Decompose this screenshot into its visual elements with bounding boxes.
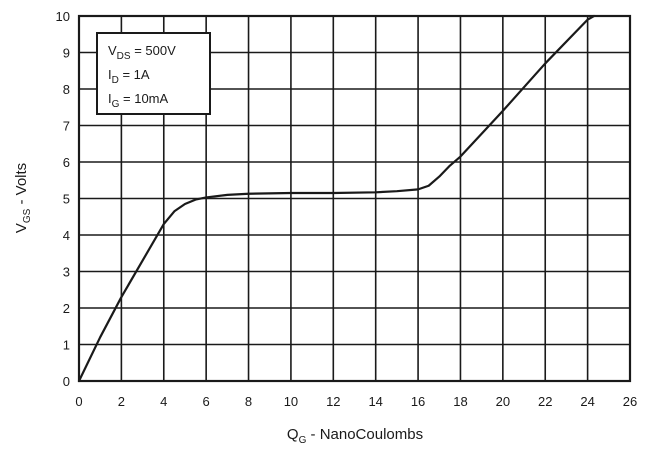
x-axis-title-main: Q	[287, 426, 299, 443]
x-tick-label-7: 14	[368, 394, 382, 409]
y-tick-label-9: 9	[63, 46, 70, 61]
x-tick-label-0: 0	[75, 394, 82, 409]
plot-frame	[77, 14, 632, 383]
x-tick-label-11: 22	[538, 394, 552, 409]
x-axis-title: QG - NanoCoulombs	[287, 426, 423, 446]
y-tick-label-8: 8	[63, 82, 70, 97]
legend-entry-2-sub: G	[112, 99, 120, 110]
grid	[79, 16, 630, 381]
legend-entry-0-main: V	[108, 43, 117, 58]
y-axis-title-rest: - Volts	[13, 163, 30, 209]
y-tick-label-5: 5	[63, 192, 70, 207]
y-tick-label-7: 7	[63, 119, 70, 134]
legend-entry-2: IG = 10mA	[108, 91, 169, 110]
y-tick-label-4: 4	[63, 228, 70, 243]
y-axis-title: VGS - Volts	[13, 163, 33, 233]
legend-entry-0: VDS = 500V	[108, 43, 176, 62]
x-axis-ticks: 0 2 4 6 8 10 12 14 16 18 20 22 24 26	[75, 394, 637, 409]
x-tick-label-9: 18	[453, 394, 467, 409]
legend-entry-1-sub: D	[112, 75, 119, 86]
legend-entry-1-main: I	[108, 67, 112, 82]
x-tick-label-10: 20	[496, 394, 510, 409]
legend-entry-0-sub: DS	[117, 51, 131, 62]
x-axis-title-sub: G	[299, 435, 307, 446]
legend-entry-1-rest: = 1A	[119, 67, 150, 82]
y-tick-label-3: 3	[63, 265, 70, 280]
y-tick-label-1: 1	[63, 338, 70, 353]
series-line-vgs	[77, 14, 596, 383]
x-tick-label-2: 4	[160, 394, 167, 409]
x-tick-label-3: 6	[203, 394, 210, 409]
x-tick-label-6: 12	[326, 394, 340, 409]
legend-box	[96, 32, 211, 115]
y-tick-label-6: 6	[63, 155, 70, 170]
x-tick-label-5: 10	[284, 394, 298, 409]
y-axis-title-main: V	[13, 223, 30, 233]
y-tick-label-2: 2	[63, 301, 70, 316]
legend-entry-1: ID = 1A	[108, 67, 150, 86]
x-tick-label-1: 2	[118, 394, 125, 409]
x-axis-title-rest: - NanoCoulombs	[306, 426, 423, 443]
legend-entry-2-main: I	[108, 91, 112, 106]
y-axis-title-sub: GS	[22, 208, 33, 223]
y-axis-ticks: 0 1 2 3 4 5 6 7 8 9 10	[56, 9, 70, 389]
x-tick-label-4: 8	[245, 394, 252, 409]
x-tick-label-12: 24	[580, 394, 594, 409]
x-tick-label-8: 16	[411, 394, 425, 409]
legend-entry-2-rest: = 10mA	[119, 91, 168, 106]
legend-entry-0-rest: = 500V	[131, 43, 177, 58]
y-tick-label-10: 10	[56, 9, 70, 24]
y-tick-label-0: 0	[63, 374, 70, 389]
x-tick-label-13: 26	[623, 394, 637, 409]
